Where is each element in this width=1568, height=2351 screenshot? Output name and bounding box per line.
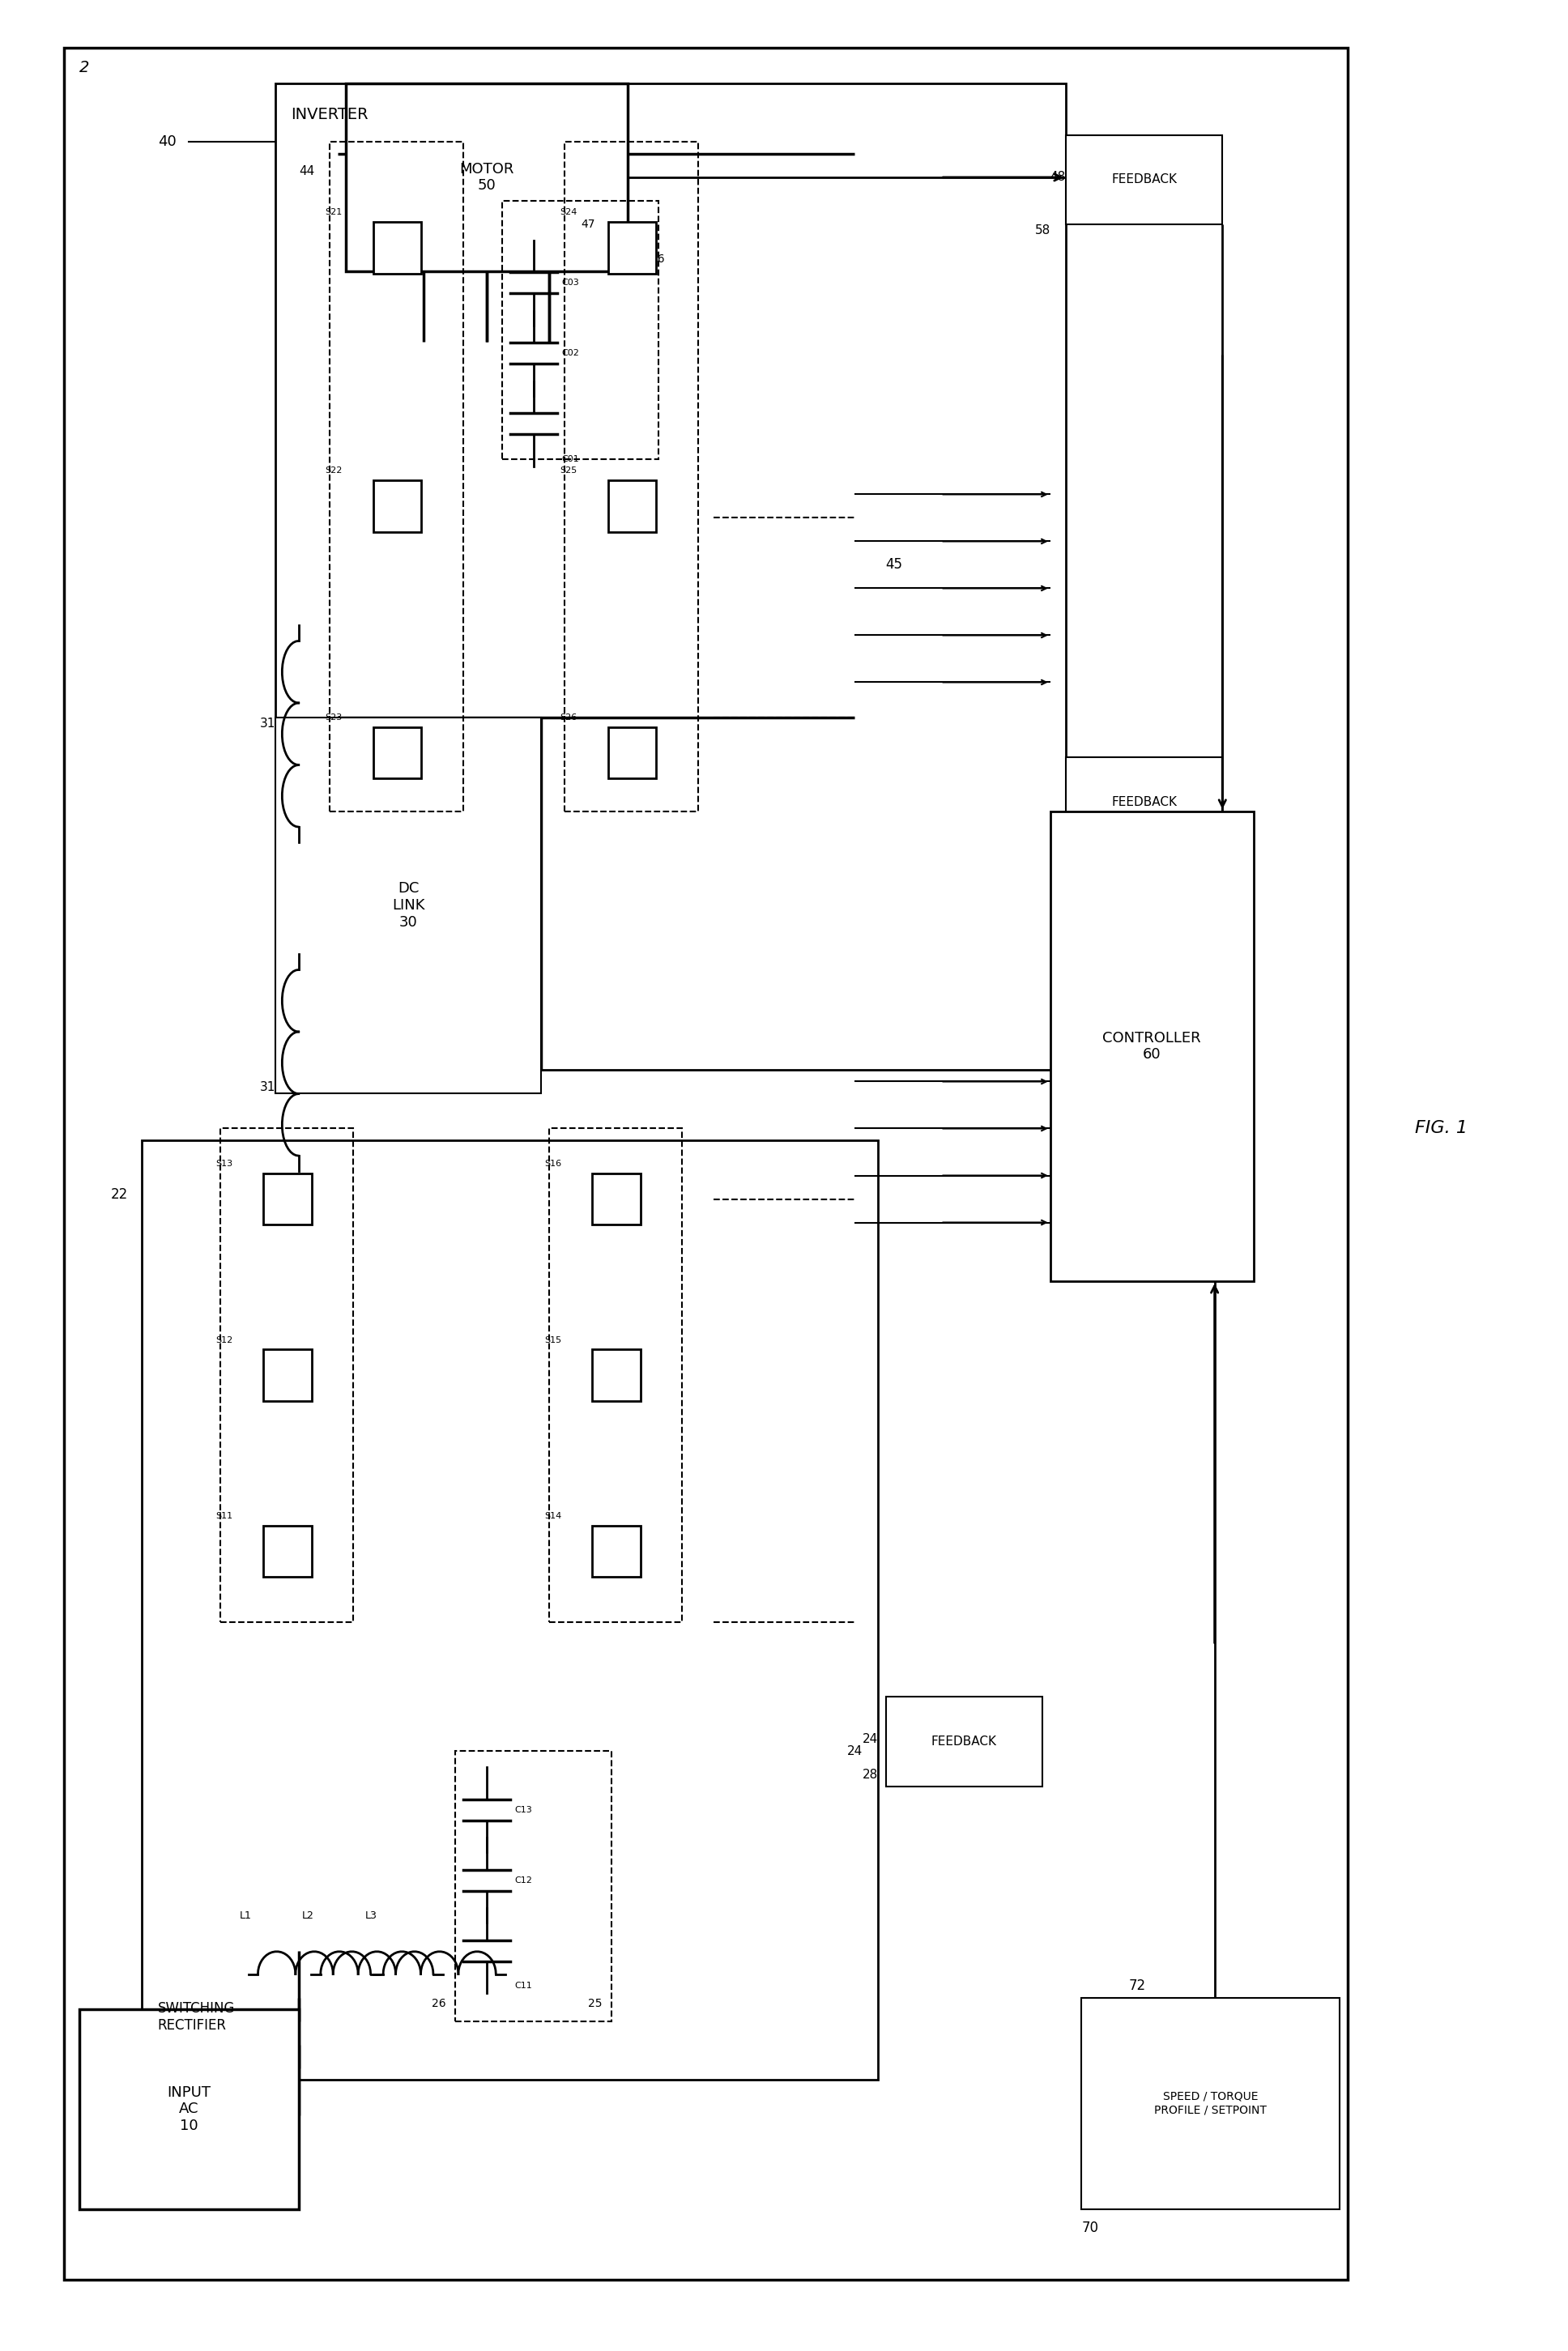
- Text: S21: S21: [325, 209, 342, 216]
- Bar: [549, 1128, 682, 1622]
- Bar: [263, 1173, 312, 1225]
- Text: L1: L1: [240, 1909, 251, 1921]
- Text: 46: 46: [651, 254, 665, 266]
- Text: 28: 28: [862, 1768, 878, 1780]
- Bar: [1082, 1998, 1339, 2210]
- Bar: [64, 47, 1347, 2280]
- Bar: [263, 1526, 312, 1578]
- Bar: [455, 1751, 612, 2022]
- Text: 31: 31: [259, 717, 274, 729]
- Bar: [329, 141, 463, 811]
- Text: 70: 70: [1082, 2222, 1099, 2236]
- Text: S11: S11: [216, 1512, 234, 1521]
- Bar: [1066, 757, 1223, 846]
- Text: FIG. 1: FIG. 1: [1416, 1121, 1468, 1136]
- Text: C13: C13: [514, 1806, 532, 1813]
- Text: 31: 31: [259, 1081, 274, 1093]
- Text: 24: 24: [847, 1744, 862, 1756]
- Text: S22: S22: [325, 468, 342, 475]
- Bar: [274, 717, 541, 1093]
- Text: C01: C01: [561, 456, 579, 463]
- Text: INPUT
AC
10: INPUT AC 10: [168, 2085, 210, 2132]
- Bar: [221, 1128, 353, 1622]
- Text: C02: C02: [561, 350, 580, 357]
- Text: 25: 25: [588, 1998, 602, 2010]
- Text: 22: 22: [111, 1187, 129, 1201]
- Bar: [345, 82, 627, 270]
- Bar: [502, 200, 659, 458]
- Bar: [274, 82, 1066, 1070]
- Text: L3: L3: [365, 1909, 376, 1921]
- Bar: [593, 1526, 641, 1578]
- Bar: [593, 1349, 641, 1401]
- Bar: [373, 221, 422, 273]
- Text: DC
LINK
30: DC LINK 30: [392, 882, 425, 929]
- Text: MOTOR
50: MOTOR 50: [459, 162, 514, 193]
- Text: INVERTER: INVERTER: [290, 106, 368, 122]
- Text: C11: C11: [514, 1982, 532, 1989]
- Text: S12: S12: [216, 1335, 234, 1345]
- Text: S25: S25: [560, 468, 577, 475]
- Text: S24: S24: [560, 209, 577, 216]
- Text: 44: 44: [298, 165, 314, 179]
- Text: 24: 24: [862, 1733, 878, 1744]
- Text: S15: S15: [544, 1335, 561, 1345]
- Bar: [886, 1697, 1043, 1787]
- Text: 40: 40: [158, 134, 176, 150]
- Text: S23: S23: [325, 712, 342, 722]
- Text: FEEDBACK: FEEDBACK: [1112, 797, 1178, 809]
- Text: 48: 48: [1051, 172, 1066, 183]
- Text: S16: S16: [544, 1159, 561, 1168]
- Text: S14: S14: [544, 1512, 561, 1521]
- Bar: [1051, 811, 1254, 1281]
- Text: CONTROLLER
60: CONTROLLER 60: [1102, 1030, 1201, 1063]
- Text: SPEED / TORQUE
PROFILE / SETPOINT: SPEED / TORQUE PROFILE / SETPOINT: [1154, 2090, 1267, 2116]
- Text: C03: C03: [561, 280, 579, 287]
- Bar: [608, 726, 657, 778]
- Bar: [80, 2010, 298, 2210]
- Text: 2: 2: [80, 59, 89, 75]
- Bar: [263, 1349, 312, 1401]
- Text: 45: 45: [886, 557, 903, 571]
- Text: S13: S13: [216, 1159, 234, 1168]
- Bar: [143, 1140, 878, 2081]
- Text: 72: 72: [1129, 1980, 1146, 1994]
- Text: S26: S26: [560, 712, 577, 722]
- Text: FEEDBACK: FEEDBACK: [931, 1735, 997, 1747]
- Bar: [593, 1173, 641, 1225]
- Text: 47: 47: [582, 219, 596, 230]
- Text: L2: L2: [303, 1909, 314, 1921]
- Text: 58: 58: [1035, 223, 1051, 237]
- Bar: [373, 726, 422, 778]
- Bar: [564, 141, 698, 811]
- Bar: [608, 221, 657, 273]
- Text: SWITCHING
RECTIFIER: SWITCHING RECTIFIER: [158, 2001, 235, 2034]
- Text: C12: C12: [514, 1876, 533, 1883]
- Text: 26: 26: [431, 1998, 445, 2010]
- Bar: [373, 480, 422, 531]
- Bar: [1066, 134, 1223, 223]
- Bar: [608, 480, 657, 531]
- Text: FEEDBACK: FEEDBACK: [1112, 174, 1178, 186]
